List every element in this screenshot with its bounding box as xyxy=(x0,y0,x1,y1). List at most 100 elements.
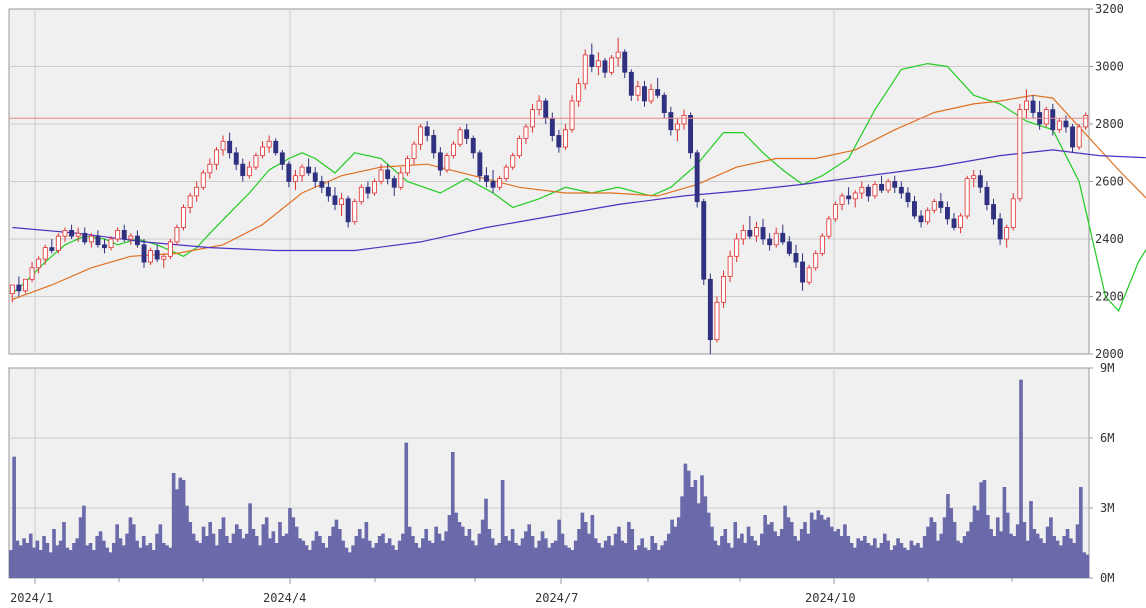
volume-bar xyxy=(534,547,538,578)
candle-body xyxy=(655,89,661,96)
volume-bar xyxy=(18,545,23,578)
volume-bar xyxy=(261,524,266,578)
candle-body xyxy=(1050,109,1056,131)
volume-bar xyxy=(760,533,764,578)
volume-bar xyxy=(809,512,814,578)
volume-bar xyxy=(1045,526,1050,578)
volume-bar xyxy=(976,510,980,578)
candle-body xyxy=(187,195,193,208)
volume-bar xyxy=(683,463,688,578)
volume-bar xyxy=(514,543,518,578)
volume-bar xyxy=(966,531,970,578)
volume-bar xyxy=(417,547,422,578)
volume-bar xyxy=(520,538,525,578)
volume-bar xyxy=(324,547,329,578)
candle-body xyxy=(477,152,483,177)
volume-bar xyxy=(85,545,90,578)
candle-body xyxy=(754,227,759,237)
volume-bar xyxy=(909,540,914,578)
volume-bar xyxy=(573,540,578,578)
volume-bar xyxy=(786,517,791,578)
volume-bar xyxy=(251,529,256,578)
candle-body xyxy=(681,115,687,125)
volume-bar xyxy=(985,515,990,578)
volume-bar xyxy=(191,533,196,578)
volume-bar xyxy=(610,545,615,578)
volume-bar xyxy=(38,550,43,578)
volume-bar xyxy=(1029,501,1033,578)
volume-bar xyxy=(1005,512,1010,578)
candle-body xyxy=(115,229,121,240)
volume-bar xyxy=(391,545,395,578)
volume-bar xyxy=(1079,487,1083,578)
volume-bar xyxy=(597,543,601,578)
volume-bar xyxy=(264,517,269,578)
price-tick-label: 2600 xyxy=(1095,175,1124,189)
y-axis-labels: 2000 2200 2400 2600 2800 3000 3200 0M 3M 6M 9M xyxy=(1089,2,1124,585)
volume-bar xyxy=(793,536,797,578)
x-tick-label: 2024/1 xyxy=(10,591,53,605)
candle-body xyxy=(826,218,832,237)
volume-bar xyxy=(344,547,349,578)
volume-bar xyxy=(753,540,757,578)
candlesticks xyxy=(9,37,1089,354)
volume-bar xyxy=(1052,536,1057,578)
volume-bar xyxy=(540,531,545,578)
volume-bar xyxy=(580,512,585,578)
volume-bar xyxy=(75,538,80,578)
volume-bar xyxy=(686,470,691,578)
candle-body xyxy=(536,100,542,111)
volume-bar xyxy=(228,543,232,578)
volume-bar xyxy=(211,533,216,578)
volume-bar xyxy=(205,536,209,578)
volume-bar xyxy=(995,517,1000,578)
volume-bar xyxy=(500,480,505,578)
volume-bar xyxy=(278,522,282,578)
volume-bar xyxy=(839,536,844,578)
candle-body xyxy=(576,83,582,102)
volume-bar xyxy=(22,538,26,578)
volume-bar xyxy=(25,543,30,578)
volume-bar xyxy=(766,524,771,578)
candle-body xyxy=(931,201,937,211)
candle-body xyxy=(299,166,305,177)
volume-bar xyxy=(42,536,46,578)
candle-body xyxy=(727,255,733,277)
x-axis-labels: 2024/1 2024/4 2024/7 2024/10 xyxy=(10,591,856,605)
candle-body xyxy=(1063,120,1069,128)
x-tick-label: 2024/10 xyxy=(805,591,856,605)
volume-bar xyxy=(720,536,724,578)
candle-body xyxy=(345,198,351,223)
volume-bar xyxy=(151,550,156,578)
candle-body xyxy=(431,135,437,154)
volume-bar xyxy=(693,480,698,578)
candle-body xyxy=(892,181,898,188)
volume-bar xyxy=(912,545,917,578)
volume-bar xyxy=(736,538,741,578)
volume-bar xyxy=(171,473,176,578)
moving-averages xyxy=(11,62,1146,313)
candle-body xyxy=(102,244,107,249)
volume-bar xyxy=(480,519,485,578)
volume-bar xyxy=(700,475,704,578)
volume-bar xyxy=(12,456,16,578)
candle-body xyxy=(773,232,779,246)
volume-bar xyxy=(982,480,987,578)
volume-bar xyxy=(567,547,571,578)
volume-bar xyxy=(444,531,448,578)
volume-bar xyxy=(314,531,319,578)
candle-body xyxy=(286,163,292,182)
volume-bar xyxy=(484,498,488,578)
volume-bar xyxy=(65,547,70,578)
volume-bar xyxy=(510,529,515,578)
candle-body xyxy=(747,229,753,237)
volume-bar xyxy=(969,522,973,578)
volume-bar xyxy=(726,543,731,578)
volume-bar xyxy=(504,536,508,578)
x-tick-label: 2024/4 xyxy=(263,591,306,605)
volume-bar xyxy=(922,536,927,578)
candle-body xyxy=(833,204,838,220)
candle-body xyxy=(852,192,858,200)
volume-bar xyxy=(623,543,628,578)
volume-bar xyxy=(507,540,512,578)
